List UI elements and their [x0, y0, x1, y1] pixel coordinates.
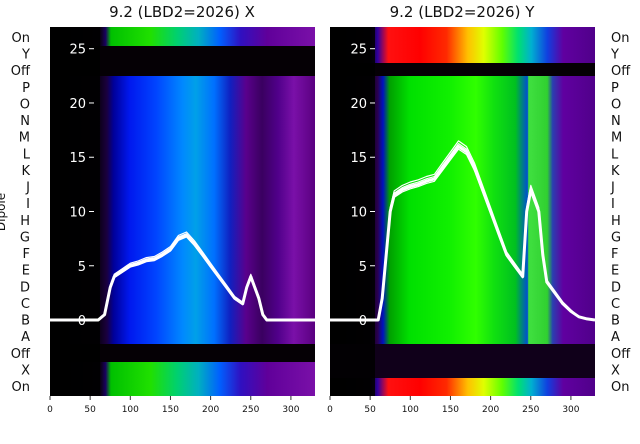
heatmap-y-bottom-band — [330, 378, 595, 396]
x-tick-label: 300 — [562, 405, 579, 415]
row-label: A — [21, 330, 30, 345]
overlay-lines-y — [330, 140, 596, 322]
row-label: X — [611, 363, 620, 378]
row-label: J — [25, 181, 30, 196]
row-label: C — [611, 297, 620, 312]
overlay-y-tick-label: 0 — [78, 314, 86, 329]
overlay-y-tick-label: 15 — [69, 151, 86, 166]
row-label: I — [611, 197, 615, 212]
row-label: M — [19, 131, 30, 146]
overlay-y-tick-label: 15 — [350, 151, 367, 166]
x-tick-label: 300 — [282, 405, 299, 415]
row-label: C — [21, 297, 30, 312]
row-label: K — [611, 164, 620, 179]
overlay-yticks-y: 0 5 10 15 20 25 — [350, 43, 375, 329]
row-label: On — [12, 31, 30, 46]
row-label: L — [23, 147, 31, 162]
overlay-y-tick-label: 10 — [69, 206, 86, 221]
x-tick-label: 100 — [402, 405, 419, 415]
heatmap-x-off-bottom — [50, 344, 315, 362]
overlay-y-tick-label: 20 — [69, 97, 86, 112]
x-tick-label: 100 — [122, 405, 139, 415]
row-label: N — [611, 114, 621, 129]
row-label: H — [20, 214, 30, 229]
row-label: N — [20, 114, 30, 129]
row-label: G — [611, 230, 621, 245]
row-label: Y — [610, 48, 619, 63]
row-label: D — [20, 280, 30, 295]
ylabel-dipole: Dipole — [0, 193, 8, 231]
row-label: B — [611, 314, 620, 329]
row-label: B — [21, 314, 30, 329]
overlay-y-tick-label: 5 — [359, 260, 367, 275]
row-label: On — [611, 380, 629, 395]
row-label: Off — [611, 64, 631, 79]
row-label: Off — [611, 347, 631, 362]
row-label: G — [20, 230, 30, 245]
x-tick-label: 0 — [327, 405, 333, 415]
row-label: H — [611, 214, 621, 229]
x-tick-label: 50 — [84, 405, 96, 415]
row-label: D — [611, 280, 621, 295]
heatmap-x-top-band — [50, 27, 315, 46]
overlay-y-tick-label: 20 — [350, 97, 367, 112]
overlay-line — [330, 140, 596, 321]
row-label: P — [22, 81, 30, 96]
row-label: Y — [21, 48, 30, 63]
row-label: J — [610, 181, 615, 196]
row-label: F — [23, 247, 30, 262]
x-tick-label: 250 — [242, 405, 259, 415]
overlay-yticks-x: 0 5 10 15 20 25 — [69, 43, 94, 329]
row-label: P — [611, 81, 619, 96]
row-label: O — [20, 97, 30, 112]
x-tick-label: 50 — [364, 405, 376, 415]
title-y: 9.2 (LBD2=2026) Y — [390, 3, 536, 21]
x-tick-label: 200 — [482, 405, 499, 415]
row-label: I — [26, 197, 30, 212]
row-label: E — [22, 264, 30, 279]
overlay-line — [50, 231, 315, 321]
heatmap-y-off-top — [330, 63, 595, 76]
overlay-lines-x — [50, 231, 315, 322]
row-label: Off — [11, 64, 31, 79]
title-x: 9.2 (LBD2=2026) X — [109, 3, 255, 21]
xticks-x: 0 50 100 150 200 250 300 — [47, 396, 300, 415]
x-tick-label: 0 — [47, 405, 53, 415]
row-label: K — [21, 164, 30, 179]
xticks-y: 0 50 100 150 200 250 300 — [327, 396, 580, 415]
row-label: F — [611, 247, 618, 262]
overlay-y-tick-label: 25 — [350, 43, 367, 58]
overlay-y-tick-label: 25 — [69, 43, 86, 58]
row-label: Off — [11, 347, 31, 362]
overlay-y-tick-label: 5 — [78, 260, 86, 275]
overlay-y-tick-label: 10 — [350, 206, 367, 221]
row-label: A — [611, 330, 620, 345]
panel-x: 0 5 10 15 20 25 0 50 100 150 200 250 300 9.2 (LBD2=… — [0, 3, 315, 415]
row-label: E — [611, 264, 619, 279]
panel-y: 0 5 10 15 20 25 0 50 100 150 200 250 300 9.2 (LBD2=… — [327, 3, 631, 415]
x-tick-label: 150 — [442, 405, 459, 415]
heatmap-y-dark-left — [330, 27, 375, 396]
row-label: O — [611, 97, 621, 112]
x-tick-label: 200 — [202, 405, 219, 415]
row-label: L — [611, 147, 619, 162]
x-tick-label: 250 — [522, 405, 539, 415]
row-label: M — [611, 131, 622, 146]
row-label: On — [611, 31, 629, 46]
overlay-y-tick-label: 0 — [359, 314, 367, 329]
x-tick-label: 150 — [162, 405, 179, 415]
row-label: On — [12, 380, 30, 395]
row-label: X — [21, 363, 30, 378]
